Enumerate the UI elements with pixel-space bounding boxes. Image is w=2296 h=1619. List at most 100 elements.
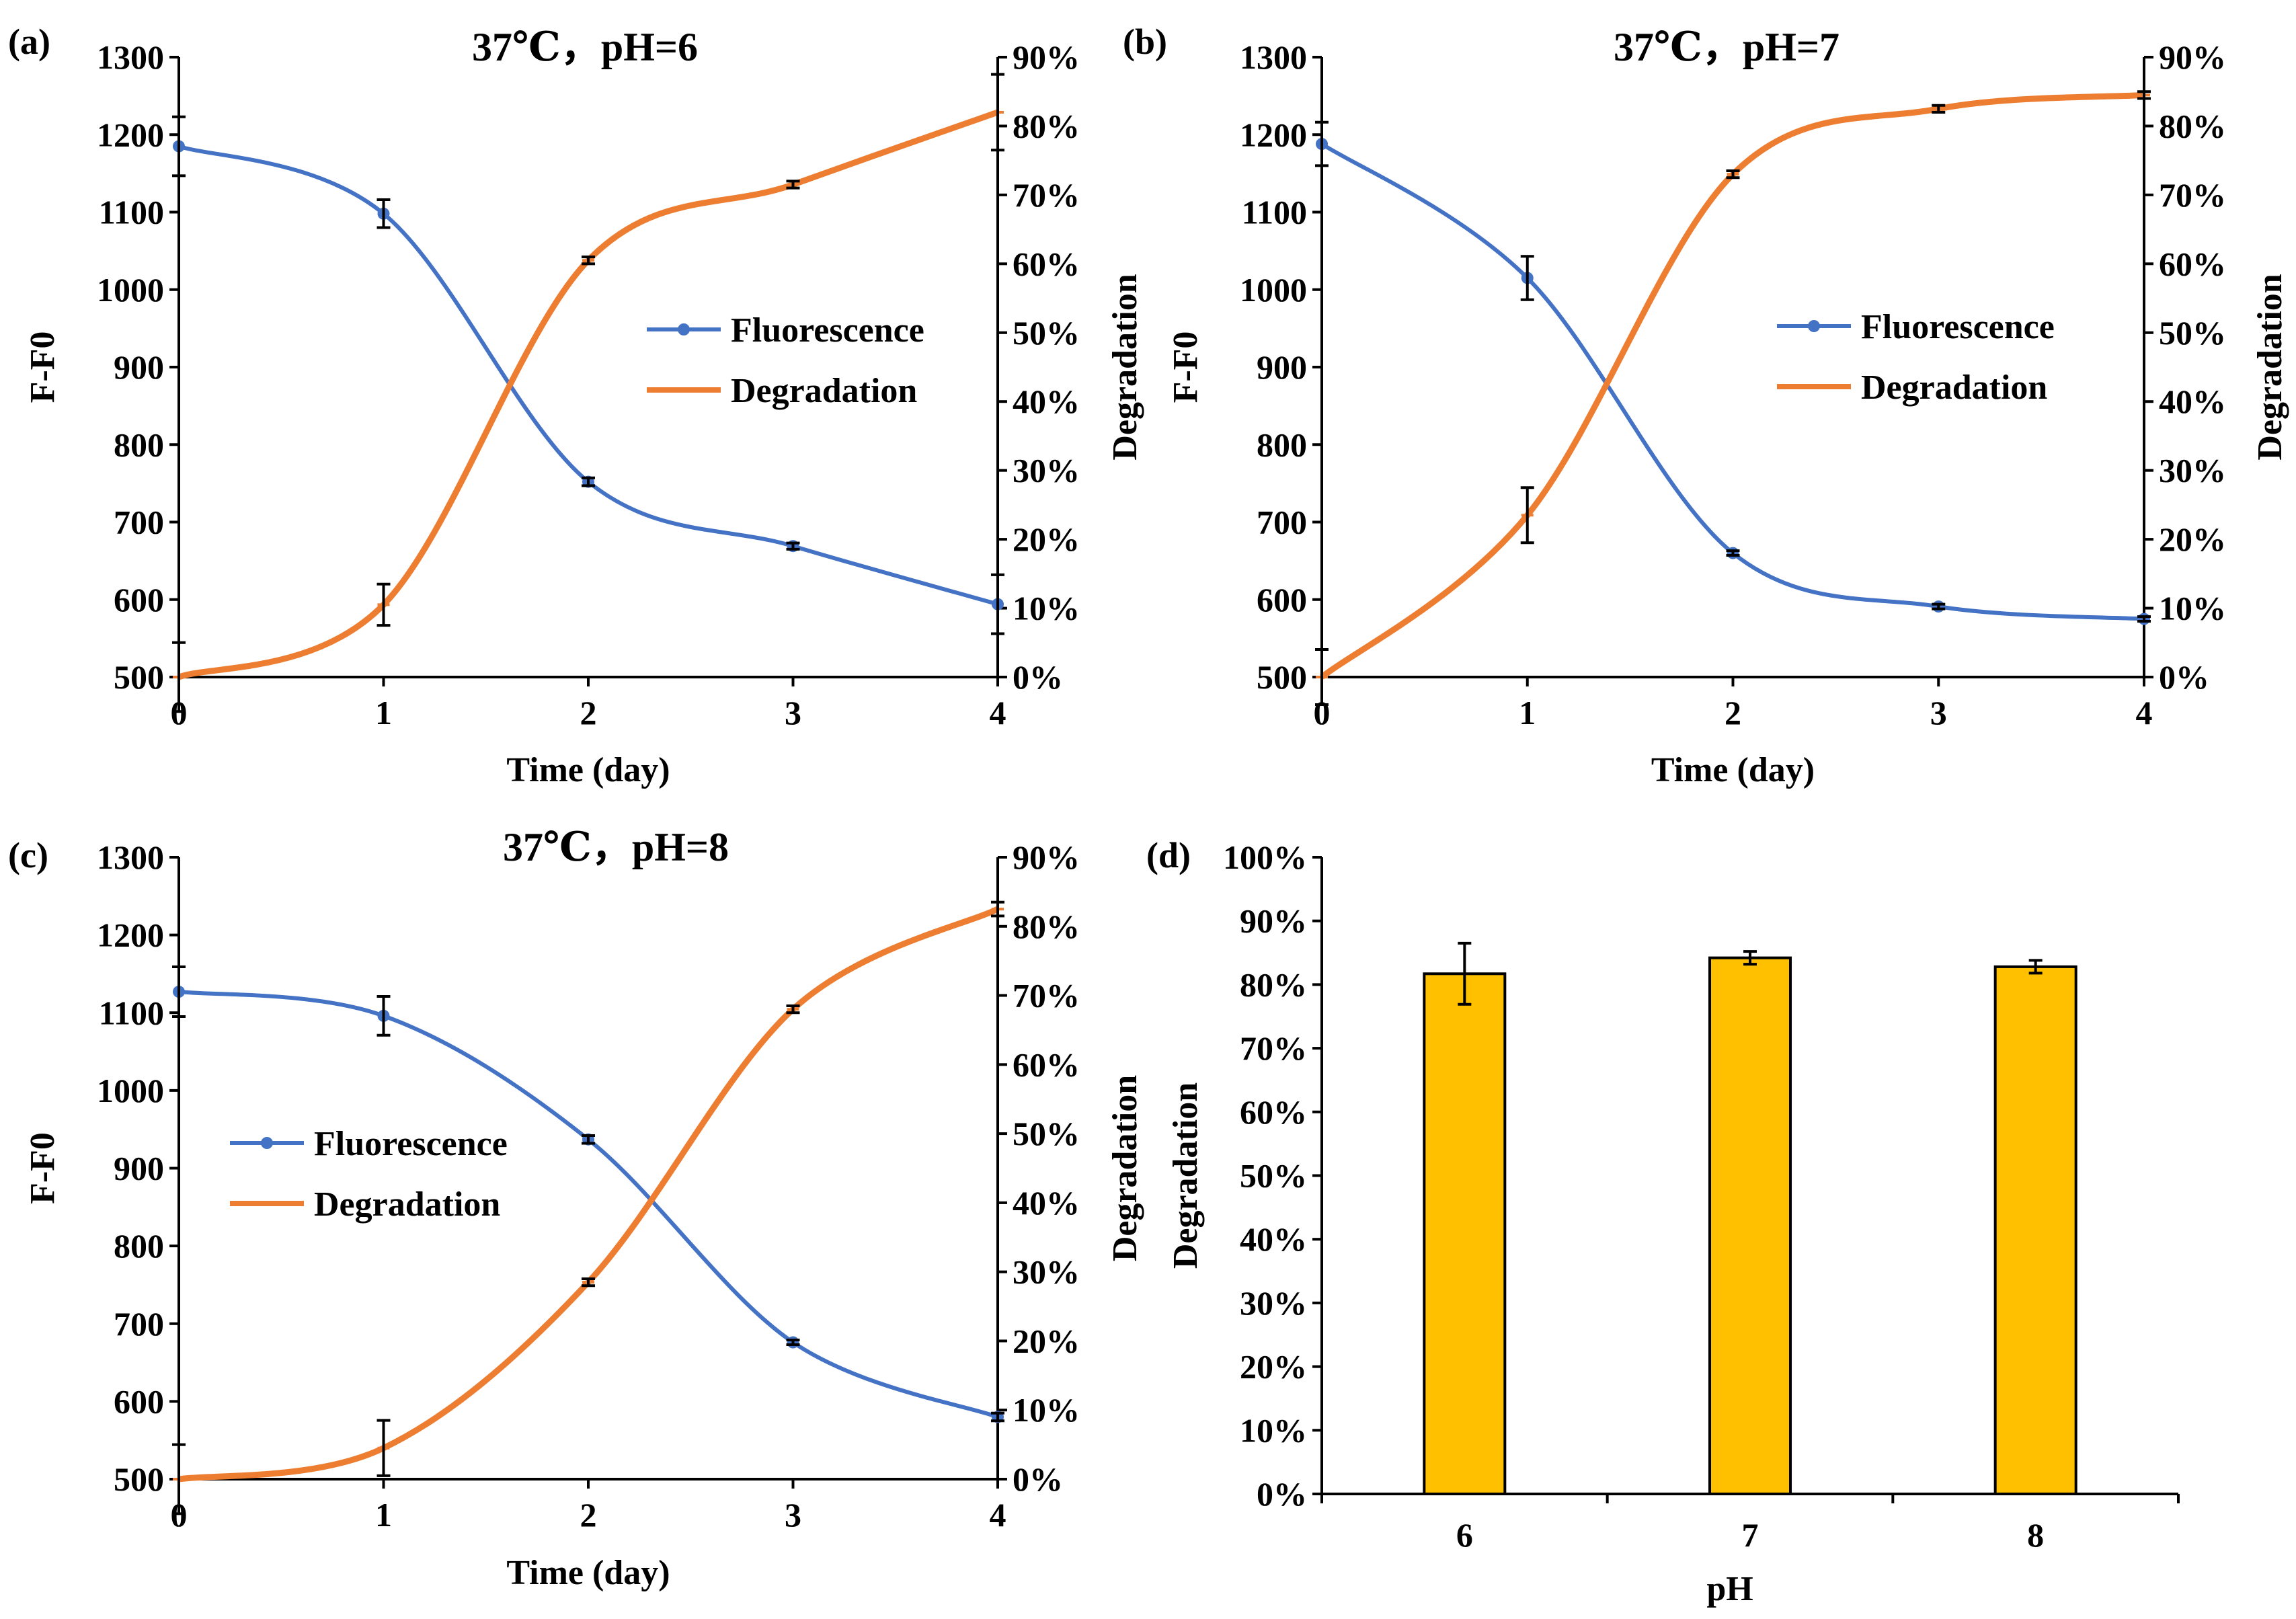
panel-a: 500 600 700 800 900 1000 1100 1200 1300 0% 10% 20% 3… [8,22,1144,789]
x-axis-label: Time (day) [506,751,670,789]
legend-label: Fluorescence [314,1125,508,1163]
x-tick-label: 1 [375,694,392,732]
panel-d: 0% 10% 20% 30% 40% 50% 60% 70% 80% 90% 100% 6 7 8 pH De… [1146,835,2180,1608]
x-tick-label: 3 [1930,694,1947,732]
series-line-degradation [1320,91,2145,680]
panel-label: (d) [1146,835,1191,875]
x-tick-label: 2 [580,1496,597,1534]
x-tick-label: 4 [990,1496,1006,1534]
legend-label: Fluorescence [731,311,924,350]
y-tick-label: 20% [1240,1348,1307,1386]
y-tick-label-left: 800 [114,426,164,463]
y-tick-label-right: 60% [2159,245,2226,282]
y-tick-label-left: 1300 [1240,38,1307,76]
series-line-fluorescence [1320,142,2145,621]
y-tick-label-right: 70% [1013,977,1080,1015]
panel-c: 500 600 700 800 900 1000 1100 1200 1300 0% 10% 20% 3… [8,825,1144,1592]
x-tick-label: 3 [785,694,801,732]
y-tick-label: 30% [1240,1284,1307,1322]
y-tick-label-left: 1000 [1240,271,1307,309]
legend-marker-fluorescence [1808,320,1820,332]
bar-ph-8 [1993,965,2077,1496]
y-axis-label: Degradation [1166,1082,1205,1269]
y-tick-label-right: 50% [2159,314,2226,352]
y-tick-label-right: 30% [1013,452,1080,489]
y-tick-label-right: 20% [1013,1322,1080,1359]
x-tick-label: 2 [1725,694,1741,732]
y-tick-label-left: 500 [1257,658,1307,696]
legend-label: Degradation [314,1185,500,1224]
y-tick-label-left: 1300 [97,38,164,76]
y-tick-label-right: 20% [2159,520,2226,558]
y-axis-label-left: F-F0 [24,1132,62,1204]
x-tick-label: 3 [785,1496,801,1534]
y-tick-label-left: 700 [114,1305,164,1343]
y-tick-label-left: 1000 [97,1072,164,1109]
series-line-fluorescence [178,144,998,606]
panel-title: 37℃，pH=7 [1614,25,1839,69]
y-tick-label-left: 1200 [1240,116,1307,153]
panel-title: 37℃，pH=8 [503,825,729,869]
y-tick-label-left: 900 [114,1150,164,1187]
y-tick-label-left: 1200 [97,916,164,954]
legend-marker-fluorescence [261,1137,273,1149]
y-tick-label: 0% [1257,1475,1307,1513]
series-line-degradation [178,906,999,1483]
x-tick-label: 1 [375,1496,392,1534]
y-tick-label-left: 1100 [1242,194,1307,231]
y-tick-label-right: 30% [1013,1253,1080,1291]
y-tick-label-left: 1100 [99,194,164,231]
y-tick-label-left: 800 [114,1227,164,1265]
y-axis-label-right: Degradation [2251,274,2289,460]
panel-b: 500 600 700 800 900 1000 1100 1200 1300 0% 10% 20% 3… [1123,22,2289,789]
panel-title: 37℃，pH=6 [472,25,698,69]
legend-label: Degradation [731,372,917,410]
y-tick-label: 10% [1240,1411,1307,1449]
y-axis-label-right: Degradation [1106,1075,1144,1261]
panel-label: (c) [8,835,48,875]
x-tick-label: 6 [1456,1516,1473,1554]
bar-ph-7 [1708,956,1792,1495]
legend: Fluorescence Degradation [230,1125,508,1224]
y-tick-label-right: 90% [2159,38,2226,76]
y-tick-label-right: 10% [1013,590,1080,627]
y-axis-label-left: F-F0 [24,331,62,403]
panel-label: (a) [8,22,50,62]
legend: Fluorescence Degradation [1777,308,2055,407]
y-tick-label-left: 700 [1257,504,1307,541]
y-tick-label-left: 600 [114,1382,164,1420]
y-tick-label-left: 800 [1257,426,1307,463]
y-tick-label-left: 900 [114,348,164,386]
y-axis-label-left: F-F0 [1166,331,1205,403]
y-tick-label: 80% [1240,965,1307,1003]
y-tick-label-right: 80% [1013,908,1080,945]
y-tick-label-left: 1100 [99,994,164,1031]
y-tick-label-right: 60% [1013,245,1080,282]
y-tick-label-right: 0% [1013,658,1063,696]
y-tick-label: 60% [1240,1093,1307,1131]
y-tick-label-left: 700 [114,504,164,541]
y-tick-label-right: 10% [2159,590,2226,627]
x-tick-label: 7 [1742,1516,1759,1554]
y-tick-label-right: 0% [2159,658,2209,696]
y-tick-label: 40% [1240,1220,1307,1258]
x-axis-label: Time (day) [1651,751,1815,789]
x-tick-label: 4 [990,694,1006,732]
y-tick-label-right: 10% [1013,1391,1080,1429]
x-axis-label: pH [1706,1570,1753,1608]
x-tick-label: 2 [580,694,597,732]
legend-marker-fluorescence [678,323,690,335]
y-tick-label-left: 600 [114,581,164,619]
series-line-degradation [177,109,999,680]
y-tick-label-left: 600 [1257,581,1307,619]
y-tick-label-right: 70% [1013,176,1080,214]
y-tick-label-left: 1200 [97,116,164,153]
legend-label: Degradation [1861,368,2047,407]
x-tick-label: 8 [2027,1516,2044,1554]
y-axis-label-right: Degradation [1106,274,1144,460]
x-tick-label: 1 [1519,694,1536,732]
x-tick-label: 4 [2136,694,2153,732]
legend: Fluorescence Degradation [647,311,924,410]
y-tick-label-right: 40% [1013,383,1080,420]
